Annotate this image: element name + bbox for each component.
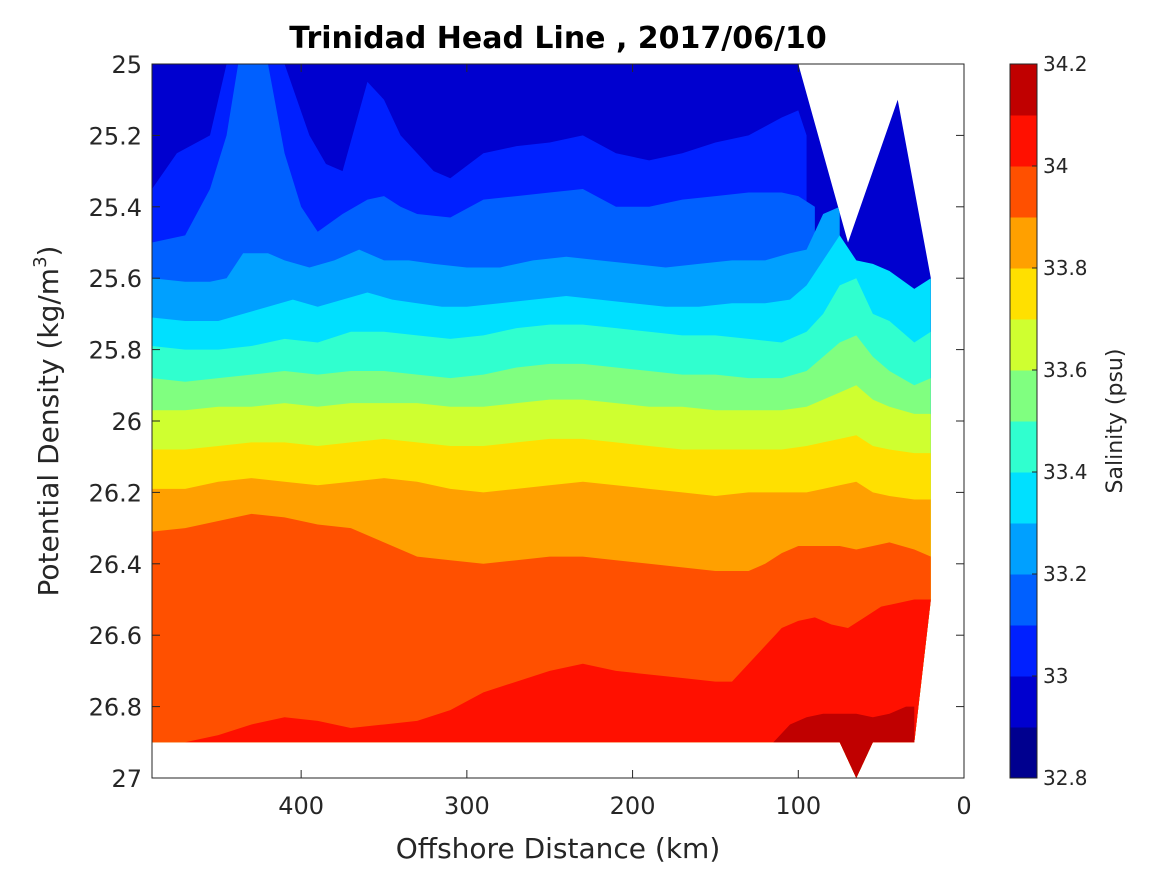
y-tick-label: 26 [111,408,142,436]
colorbar-band-33.4 [1010,421,1037,473]
x-tick-label: 200 [610,792,656,820]
x-tick-label: 300 [444,792,490,820]
colorbar-band-33.3 [1010,472,1037,524]
colorbar-band-33.9 [1010,166,1037,218]
colorbar-band-33.7 [1010,268,1037,320]
colorbar-band-34 [1010,115,1037,167]
y-axis-ticks: 25 25.2 25.4 25.6 25.8 26 26.2 26.4 26.6 26.8 27 [89,51,964,793]
colorbar-tick-label: 33.2 [1043,562,1088,586]
y-axis-label-main: Potential Density (kg/m [32,268,65,597]
y-tick-label: 27 [111,765,142,793]
y-axis-label-superscript: 3 [30,256,51,267]
y-tick-label: 25.6 [89,265,142,293]
colorbar-bands [1010,64,1037,779]
colorbar-band-33 [1010,625,1037,677]
colorbar-ticks: 34.2 34 33.8 33.6 33.4 33.2 33 32.8 [1032,52,1088,790]
colorbar: 34.2 34 33.8 33.6 33.4 33.2 33 32.8 Salinity (p… [1009,52,1128,790]
chart-title: Trinidad Head Line , 2017/06/10 [289,21,826,56]
contour-band-34 [152,599,931,778]
colorbar-frame [1009,63,1038,779]
colorbar-tick-label: 32.8 [1043,766,1088,790]
y-tick-label: 25.2 [89,122,142,150]
colorbar-tick-label: 33 [1043,664,1068,688]
colorbar-label: Salinity (psu) [1103,349,1128,494]
y-tick-label: 26.2 [89,479,142,507]
y-tick-label: 25.8 [89,337,142,365]
y-tick-label: 26.4 [89,551,142,579]
colorbar-tick-label: 34 [1043,154,1068,178]
x-axis-label: Offshore Distance (km) [396,832,721,865]
y-tick-label: 25 [111,51,142,79]
colorbar-band-33.1 [1010,574,1037,626]
plot-area: 400 300 200 100 0 25 25.2 25.4 25.6 25.8 26 26.2 26… [89,51,972,820]
colorbar-band-34.1 [1010,64,1037,116]
x-tick-label: 100 [775,792,821,820]
x-axis-ticks: 400 300 200 100 0 [278,64,972,820]
x-tick-label: 400 [278,792,324,820]
colorbar-tick-label: 33.6 [1043,358,1088,382]
colorbar-band-33.5 [1010,370,1037,422]
contour-data-region [152,64,931,778]
colorbar-band-33.2 [1010,523,1037,575]
colorbar-band-32.8 [1010,727,1037,779]
x-tick-label: 0 [956,792,971,820]
y-tick-label: 26.6 [89,622,142,650]
colorbar-tick-label: 34.2 [1043,52,1088,76]
y-tick-label: 26.8 [89,694,142,722]
y-axis-label-close: ) [32,246,65,257]
colorbar-band-32.9 [1010,676,1037,728]
y-axis-label: Potential Density (kg/m3) [30,246,65,597]
colorbar-band-33.8 [1010,217,1037,269]
y-tick-label: 25.4 [89,194,142,222]
colorbar-band-33.6 [1010,319,1037,371]
contour-bands [152,64,931,778]
colorbar-tick-label: 33.8 [1043,256,1088,280]
colorbar-tick-label: 33.4 [1043,460,1088,484]
